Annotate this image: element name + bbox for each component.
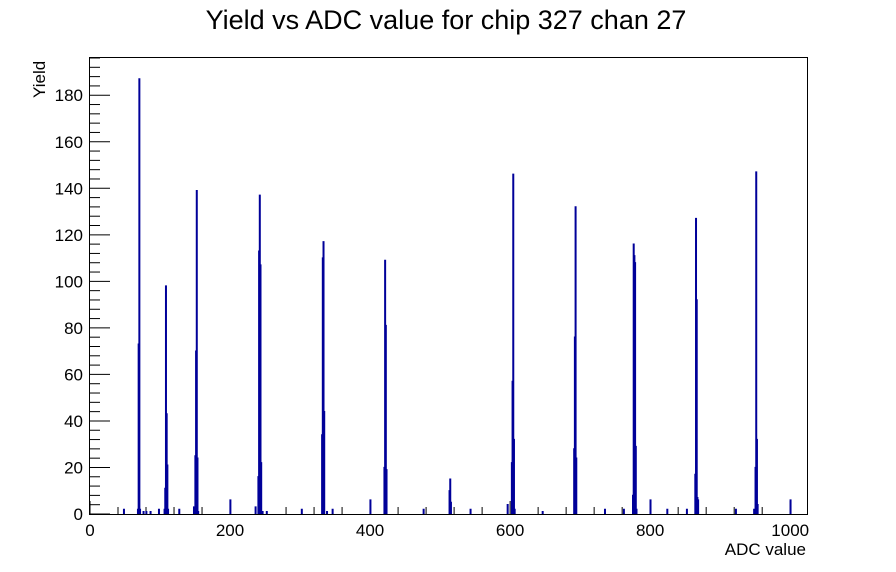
histogram-bin (259, 264, 262, 514)
chart-title: Yield vs ADC value for chip 327 chan 27 (206, 5, 687, 35)
histogram-bin (254, 506, 257, 514)
histogram-bin (192, 506, 195, 514)
x-tick-label: 200 (216, 521, 244, 540)
x-tick-label: 1000 (771, 521, 809, 540)
histogram-bin (384, 324, 387, 514)
histogram-bin (574, 206, 577, 514)
histogram-bin (145, 511, 148, 514)
histogram-bin (449, 501, 452, 514)
plot-frame (89, 57, 808, 515)
histogram-series (122, 78, 792, 514)
histogram-bin (513, 508, 516, 514)
histogram-bin (300, 508, 303, 514)
histogram-bin (265, 511, 268, 514)
histogram-bin (122, 508, 125, 514)
histogram-bin (734, 508, 737, 514)
histogram-bin (138, 78, 141, 514)
histogram-bin (229, 499, 232, 514)
y-tick-label: 0 (74, 505, 83, 524)
x-axis-label: ADC value (725, 540, 806, 559)
histogram-bin (167, 508, 170, 514)
y-tick-label: 80 (64, 319, 83, 338)
x-tick-label: 600 (496, 521, 524, 540)
y-tick-label: 20 (64, 458, 83, 477)
histogram-bin (157, 508, 160, 514)
histogram-bin (685, 508, 688, 514)
x-tick-label: 0 (85, 521, 94, 540)
histogram-bin (195, 189, 198, 514)
histogram-bin (512, 438, 515, 514)
histogram-bin (575, 457, 578, 514)
y-axis-label: Yield (30, 61, 49, 98)
histogram-bin (149, 511, 152, 514)
axes: 0 200 400 600 800 1000 0 20 40 60 80 100 120 140 160 18… (55, 57, 809, 540)
histogram-bin (512, 173, 515, 514)
histogram-bin (469, 508, 472, 514)
histogram-bin (139, 508, 142, 514)
histogram-bin (541, 511, 544, 514)
histogram-bin (649, 499, 652, 514)
histogram-bin (142, 511, 145, 514)
y-tick-label: 40 (64, 412, 83, 431)
y-tick-label: 100 (55, 272, 83, 291)
histogram-bin (178, 508, 181, 514)
histogram-bin (166, 464, 169, 514)
y-tick-label: 140 (55, 179, 83, 198)
histogram-bin (331, 508, 334, 514)
histogram-bin (326, 511, 329, 514)
histogram-bin (506, 504, 509, 514)
histogram-bin (165, 413, 168, 514)
histogram-bin (422, 508, 425, 514)
histogram-bin (197, 511, 200, 514)
histogram-bin (261, 511, 264, 514)
y-tick-label: 60 (64, 365, 83, 384)
histogram-bin (635, 508, 638, 514)
y-tick-label: 180 (55, 86, 83, 105)
histogram-bin (755, 171, 758, 514)
histogram-bin (369, 499, 372, 514)
histogram-bin (755, 438, 758, 514)
x-tick-label: 800 (636, 521, 664, 540)
histogram-bin (622, 508, 625, 514)
histogram-bin (697, 499, 700, 514)
y-tick-label: 120 (55, 226, 83, 245)
histogram-bin (323, 410, 326, 514)
y-tick-label: 160 (55, 133, 83, 152)
histogram-bin (260, 462, 263, 514)
histogram-bin (695, 299, 698, 514)
histogram-bin (634, 445, 637, 514)
histogram-bin (634, 262, 637, 514)
histogram-bin (753, 508, 756, 514)
histogram-bin (789, 499, 792, 514)
x-tick-label: 400 (356, 521, 384, 540)
histogram-bin (756, 504, 759, 514)
histogram-bin (603, 508, 606, 514)
histogram-bin (449, 478, 452, 514)
histogram-bin (666, 508, 669, 514)
histogram-bin (385, 469, 388, 514)
histogram-bin (322, 241, 325, 514)
histogram-bin (196, 457, 199, 514)
histogram-bin (164, 285, 167, 514)
